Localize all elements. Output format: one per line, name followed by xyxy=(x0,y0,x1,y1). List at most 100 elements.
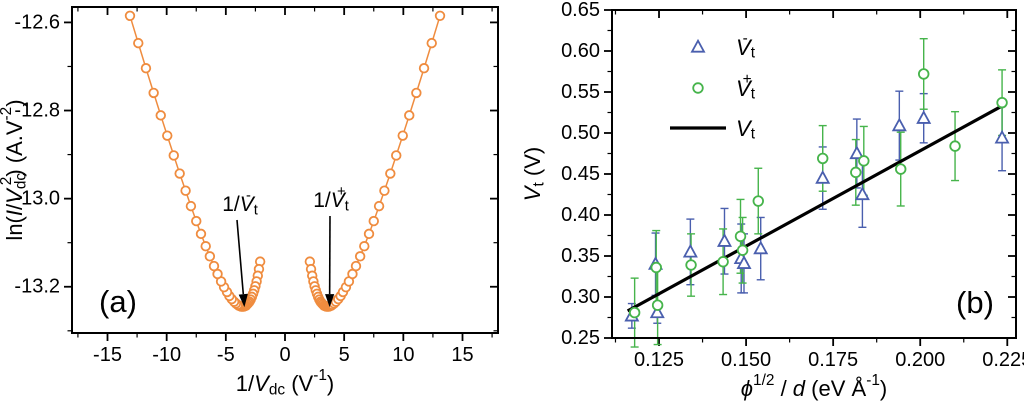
svg-text:0.45: 0.45 xyxy=(561,163,600,185)
svg-text:0: 0 xyxy=(279,344,290,366)
svg-text:0.225: 0.225 xyxy=(982,349,1024,371)
svg-text:0.25: 0.25 xyxy=(561,327,600,349)
svg-text:1/Vdc (V-1): 1/Vdc (V-1) xyxy=(236,367,334,399)
tick-labels: 0.125 0.150 0.175 0.200 0.225 0.25 0.30 0.35 0.4… xyxy=(561,0,1024,371)
data-series xyxy=(624,38,1010,348)
svg-text:0.60: 0.60 xyxy=(561,40,600,62)
svg-text:ϕ1/2 / d (eV Å-1): ϕ1/2 / d (eV Å-1) xyxy=(741,372,887,401)
svg-text:0.40: 0.40 xyxy=(561,204,600,226)
circle-marker xyxy=(650,261,662,274)
circle-marker xyxy=(736,244,749,256)
circle-marker xyxy=(418,63,430,74)
svg-text:-13.0: -13.0 xyxy=(14,188,60,210)
circle-marker xyxy=(191,215,202,227)
svg-text:Vt-: Vt- xyxy=(736,29,756,61)
triangle-marker xyxy=(849,145,865,160)
circle-marker xyxy=(685,259,697,271)
circle-marker xyxy=(692,82,704,94)
svg-text:15: 15 xyxy=(451,344,473,366)
plot-frame xyxy=(611,9,1017,339)
triangle-marker xyxy=(916,110,932,124)
circle-marker xyxy=(858,155,870,167)
svg-text:0.65: 0.65 xyxy=(561,0,600,21)
Vt_minus-markers xyxy=(624,110,1010,322)
circle-marker xyxy=(354,251,366,262)
circle-marker xyxy=(373,200,385,212)
circle-marker xyxy=(195,228,207,240)
positive-branch xyxy=(304,10,446,312)
circle-marker xyxy=(404,110,415,121)
annotations: 1/Vt- 1/Vt+ xyxy=(222,184,349,308)
axes xyxy=(604,9,1016,346)
circle-marker xyxy=(734,230,747,243)
triangle-marker xyxy=(753,240,769,255)
circle-marker xyxy=(140,63,152,74)
svg-text:Vt: Vt xyxy=(736,116,756,143)
triangle-marker xyxy=(690,38,706,53)
triangle-marker xyxy=(994,129,1010,144)
svg-text:Vt+: Vt+ xyxy=(736,70,756,102)
triangle-marker xyxy=(815,169,831,184)
svg-text:-10: -10 xyxy=(152,344,181,366)
svg-text:0.125: 0.125 xyxy=(634,349,684,371)
y-axis-title: Vt (V) xyxy=(520,147,548,201)
circle-marker xyxy=(155,110,166,121)
circle-marker xyxy=(752,195,764,207)
circle-marker xyxy=(204,251,216,262)
svg-text:5: 5 xyxy=(339,344,350,366)
circle-marker xyxy=(996,96,1008,109)
circle-marker xyxy=(168,150,179,161)
svg-text:0.30: 0.30 xyxy=(561,286,600,308)
circle-marker xyxy=(385,168,396,179)
panel-b-threshold-voltage-plot: 0.125 0.150 0.175 0.200 0.225 0.25 0.30 0.35 0.4… xyxy=(512,0,1024,405)
svg-text:0.50: 0.50 xyxy=(561,122,600,144)
triangle-marker xyxy=(854,186,870,201)
svg-text:1/Vt+: 1/Vt+ xyxy=(313,184,349,214)
circle-marker xyxy=(379,185,390,196)
svg-text:-5: -5 xyxy=(217,344,235,366)
x-axis-title: ϕ1/2 / d (eV Å-1) xyxy=(741,372,887,401)
circle-marker xyxy=(185,200,197,212)
panel-letter: (a) xyxy=(99,284,137,319)
triangle-marker xyxy=(716,233,733,247)
circle-marker xyxy=(895,163,907,175)
svg-text:1/Vt-: 1/Vt- xyxy=(222,188,258,218)
y-axis-title: ln(I/Vdc2) (A.V-2) xyxy=(0,99,30,240)
circle-marker xyxy=(426,37,437,49)
circle-marker xyxy=(628,306,641,319)
circle-marker xyxy=(717,256,729,268)
circle-marker xyxy=(368,215,379,227)
svg-text:(b): (b) xyxy=(956,285,994,320)
tick-labels: -15 -10 -5 0 5 10 15 -13.2 -13.0 -12.8 -12.6 xyxy=(14,11,473,365)
Vt_plus-error-bars xyxy=(630,38,1007,348)
circle-marker xyxy=(148,87,159,99)
triangle-marker xyxy=(891,117,907,132)
panel-letter: (b) xyxy=(956,285,994,320)
circle-marker xyxy=(124,10,136,22)
circle-marker xyxy=(411,87,422,99)
svg-text:-15: -15 xyxy=(93,344,122,366)
circle-marker xyxy=(174,168,185,179)
fit-line xyxy=(626,104,1003,313)
plot-frame xyxy=(71,6,499,334)
svg-text:-13.2: -13.2 xyxy=(14,276,60,298)
circle-marker xyxy=(434,10,446,22)
triangle-marker xyxy=(736,255,752,269)
svg-text:-12.8: -12.8 xyxy=(14,100,60,122)
triangle-marker xyxy=(682,243,698,258)
x-axis-title: 1/Vdc (V-1) xyxy=(236,367,334,399)
svg-text:Vt (V): Vt (V) xyxy=(520,147,548,201)
circle-marker xyxy=(359,241,370,252)
circle-marker xyxy=(817,152,829,165)
svg-text:-12.6: -12.6 xyxy=(14,11,60,33)
svg-text:10: 10 xyxy=(392,344,414,366)
svg-text:0.175: 0.175 xyxy=(808,349,858,371)
svg-text:ln(I/Vdc2) (A.V-2): ln(I/Vdc2) (A.V-2) xyxy=(0,99,30,240)
svg-text:(a): (a) xyxy=(99,284,137,319)
Vt_plus-markers xyxy=(628,68,1008,319)
circle-marker xyxy=(651,299,664,311)
data-series xyxy=(124,10,446,312)
circle-marker xyxy=(180,185,191,196)
svg-text:0.150: 0.150 xyxy=(721,349,771,371)
